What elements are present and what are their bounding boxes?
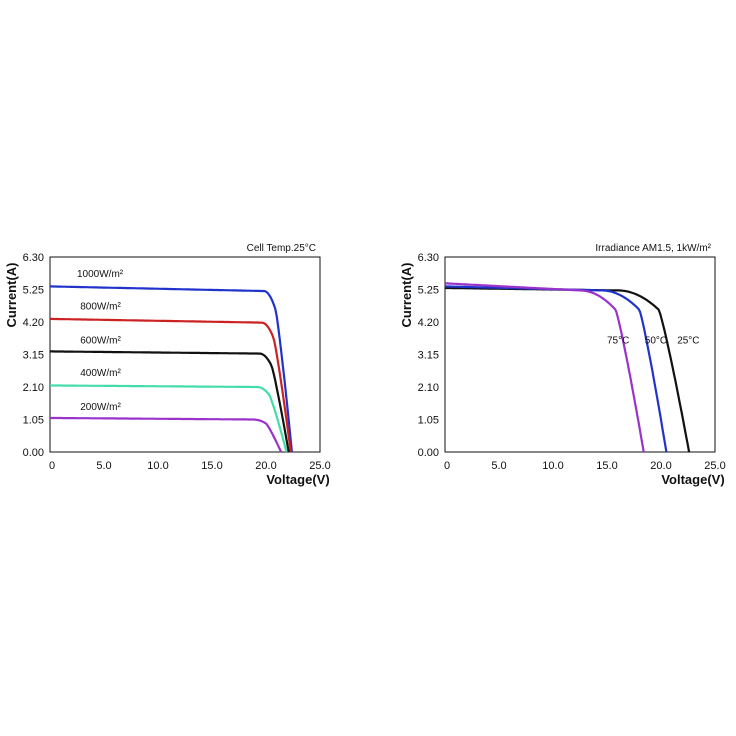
- series-label: 600W/m²: [80, 336, 121, 347]
- series-line: [50, 384, 288, 453]
- y-tick-label: 6.30: [23, 252, 44, 264]
- y-tick-label: 4.20: [23, 317, 44, 329]
- y-tick-label: 6.30: [418, 252, 439, 264]
- y-tick-label: 1.05: [23, 415, 44, 427]
- y-tick-label: 2.10: [23, 382, 44, 394]
- x-tick-label: 15.0: [596, 460, 617, 472]
- series-line: [50, 285, 293, 453]
- y-tick-label: 2.10: [418, 382, 439, 394]
- series-line: [50, 416, 283, 453]
- series-label: 800W/m²: [80, 302, 121, 313]
- series-line: [50, 317, 292, 453]
- irradiance-chart: 0.00 1.05 2.10 3.15 4.20 5.25 6.30 0 5.0 10.0 15.0…: [4, 243, 331, 487]
- x-tick-label: 20.0: [650, 460, 671, 472]
- x-tick-label: 10.0: [147, 460, 168, 472]
- y-tick-label: 0.00: [418, 447, 439, 459]
- y-tick-label: 3.15: [418, 350, 439, 362]
- plot-frame: [49, 256, 321, 453]
- plot-frame: [444, 256, 716, 453]
- x-tick-label: 15.0: [201, 460, 222, 472]
- y-tick-label: 0.00: [23, 447, 44, 459]
- condition-annotation: Irradiance AM1.5, 1kW/m²: [595, 243, 711, 254]
- temperature-chart: 0.00 1.05 2.10 3.15 4.20 5.25 6.30 0 5.0 10.0 15.0…: [399, 243, 726, 487]
- x-tick-label: 5.0: [96, 460, 111, 472]
- series-line: [444, 282, 645, 453]
- y-tick-label: 4.20: [418, 317, 439, 329]
- x-tick-label: 0: [49, 460, 55, 472]
- y-tick-label: 5.25: [418, 285, 439, 297]
- y-tick-label: 1.05: [418, 415, 439, 427]
- x-axis-title: Voltage(V): [661, 472, 724, 487]
- series-label: 400W/m²: [80, 368, 121, 379]
- x-tick-label: 20.0: [255, 460, 276, 472]
- x-tick-label: 10.0: [542, 460, 563, 472]
- condition-annotation: Cell Temp.25°C: [247, 243, 316, 254]
- series-label: 200W/m²: [80, 402, 121, 413]
- x-tick-label: 0: [444, 460, 450, 472]
- y-tick-label: 3.15: [23, 350, 44, 362]
- y-axis-title: Current(A): [399, 263, 414, 328]
- series-label: 50°C: [645, 336, 667, 347]
- x-axis-title: Voltage(V): [266, 472, 329, 487]
- x-tick-label: 25.0: [309, 460, 330, 472]
- series-label: 1000W/m²: [77, 269, 124, 280]
- y-axis-title: Current(A): [4, 263, 19, 328]
- series-line: [445, 285, 668, 453]
- series-label: 25°C: [677, 336, 699, 347]
- x-tick-label: 5.0: [491, 460, 506, 472]
- series-label: 75°C: [607, 336, 629, 347]
- y-tick-label: 5.25: [23, 285, 44, 297]
- series-line: [50, 350, 290, 453]
- x-tick-label: 25.0: [704, 460, 725, 472]
